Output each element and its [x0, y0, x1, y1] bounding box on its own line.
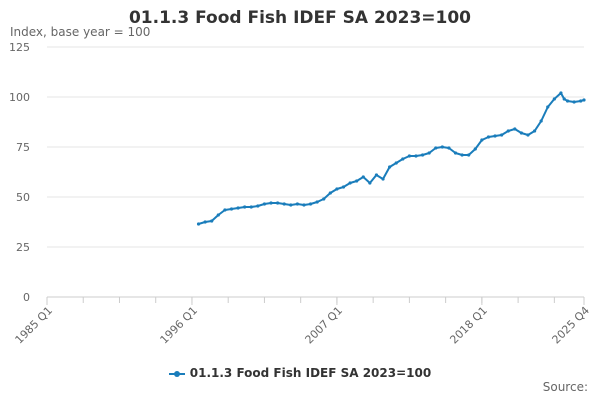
- data-point: [572, 100, 576, 104]
- data-point: [368, 181, 372, 185]
- data-point: [500, 133, 504, 137]
- data-point: [473, 147, 477, 151]
- data-point: [486, 135, 491, 139]
- y-tick-label: 75: [16, 141, 30, 154]
- data-point: [407, 154, 411, 158]
- x-tick-label: 1985 Q1: [13, 304, 56, 347]
- data-point: [447, 146, 451, 150]
- data-point: [414, 154, 418, 158]
- x-tick-label: 1996 Q1: [158, 304, 201, 347]
- source-label[interactable]: Source:: [542, 380, 588, 394]
- data-point: [562, 97, 566, 101]
- y-tick-label: 0: [23, 291, 30, 304]
- data-point: [565, 99, 570, 103]
- data-point: [196, 222, 201, 226]
- data-point: [460, 153, 464, 157]
- x-tick-label: 2018 Q1: [447, 304, 490, 347]
- data-point: [216, 213, 220, 217]
- data-point: [374, 173, 379, 177]
- data-point: [223, 208, 227, 212]
- data-point: [434, 146, 438, 150]
- data-point: [506, 129, 510, 133]
- data-point: [493, 134, 497, 138]
- data-point: [276, 201, 280, 205]
- data-point: [388, 165, 392, 169]
- data-point: [427, 151, 431, 155]
- data-point: [243, 205, 247, 209]
- legend-swatch: [168, 370, 185, 377]
- data-point: [355, 179, 359, 183]
- data-point: [322, 197, 326, 201]
- data-point: [420, 153, 425, 157]
- data-point: [249, 205, 253, 209]
- data-point: [295, 202, 299, 206]
- chart-title: 01.1.3 Food Fish IDEF SA 2023=100: [128, 8, 472, 28]
- data-point: [480, 138, 484, 142]
- data-point: [262, 202, 267, 206]
- data-point: [203, 220, 207, 224]
- data-point: [308, 202, 313, 206]
- data-point: [381, 177, 385, 181]
- series-layer: [196, 91, 586, 226]
- data-point: [552, 97, 556, 101]
- data-point: [256, 204, 260, 208]
- axis-layer: 0 25 50 75 100 125 1985 Q1 1996 Q1 2007 Q1 2018 Q…: [9, 41, 592, 346]
- data-point: [229, 207, 234, 211]
- data-point: [582, 98, 586, 102]
- data-point: [236, 206, 240, 210]
- legend-label: 01.1.3 Food Fish IDEF SA 2023=100: [189, 366, 432, 380]
- data-point: [394, 161, 398, 165]
- data-point: [579, 99, 583, 103]
- data-point: [440, 145, 444, 149]
- data-point: [315, 200, 319, 204]
- data-point: [513, 127, 517, 131]
- series-line: [198, 92, 585, 225]
- data-point: [335, 187, 339, 191]
- x-tick-label: 2025 Q4: [550, 304, 593, 347]
- y-axis-label: Index, base year = 100: [10, 25, 151, 39]
- legend[interactable]: 01.1.3 Food Fish IDEF SA 2023=100: [0, 366, 600, 380]
- data-point: [282, 202, 286, 206]
- legend-marker: [173, 370, 180, 377]
- data-point: [341, 185, 346, 189]
- data-point: [532, 129, 537, 133]
- data-point: [348, 181, 352, 185]
- y-tick-label: 50: [16, 191, 30, 204]
- data-point: [467, 153, 471, 157]
- data-point: [453, 151, 458, 155]
- grid-layer: [47, 46, 584, 298]
- data-point: [539, 119, 543, 123]
- data-point: [519, 131, 524, 135]
- data-point: [289, 203, 293, 207]
- data-point: [546, 105, 550, 109]
- data-point: [269, 201, 273, 205]
- data-point: [559, 91, 563, 95]
- data-point: [328, 191, 332, 195]
- y-tick-label: 125: [9, 41, 30, 54]
- data-point: [302, 203, 306, 207]
- y-tick-label: 25: [16, 241, 30, 254]
- data-point: [401, 157, 405, 161]
- x-tick-label: 2007 Q1: [302, 304, 345, 347]
- data-point: [210, 219, 214, 223]
- data-point: [526, 133, 530, 137]
- y-tick-label: 100: [9, 91, 30, 104]
- data-point: [361, 175, 365, 179]
